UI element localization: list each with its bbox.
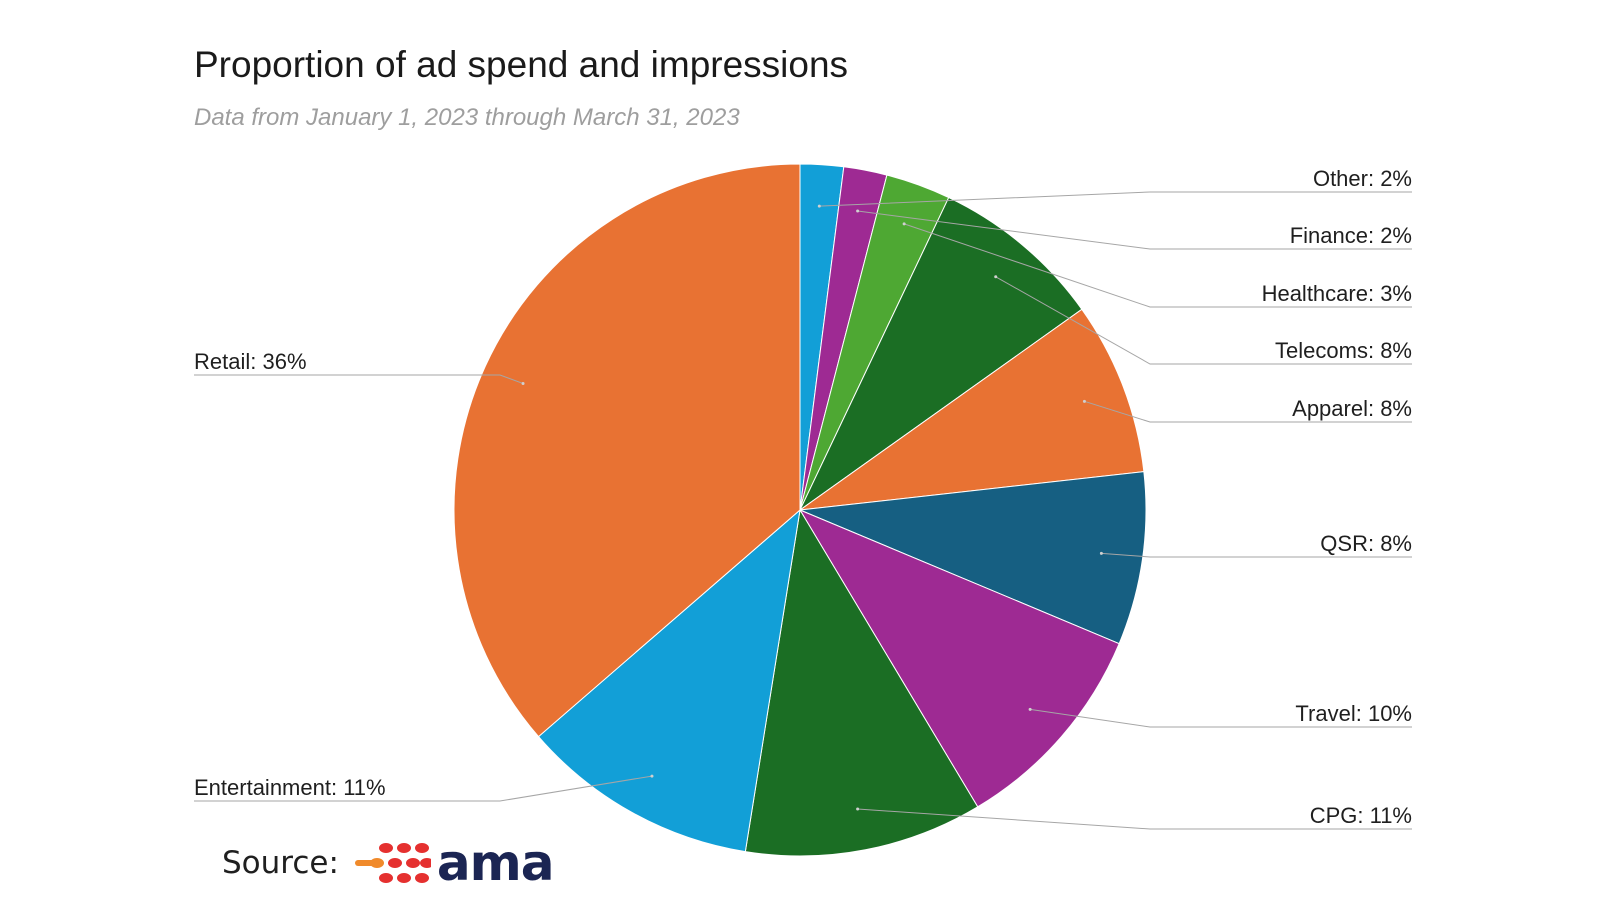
leader-dot-cpg xyxy=(856,807,860,811)
slice-label-travel: Travel: 10% xyxy=(1295,701,1412,726)
leader-line-telecoms xyxy=(995,276,1412,365)
ama-logo-wordmark: ama xyxy=(436,834,555,892)
ama-logo: ama xyxy=(353,834,555,892)
leader-dot-qsr xyxy=(1099,551,1103,555)
leader-dot-entertainment xyxy=(650,774,654,778)
leader-line-travel xyxy=(1030,708,1412,728)
logo-dot xyxy=(396,873,411,883)
pie-slice-cpg xyxy=(744,508,979,857)
leader-line-other xyxy=(819,191,1412,207)
slice-label-healthcare: Healthcare: 3% xyxy=(1262,281,1412,306)
ama-logo-mark-icon xyxy=(354,843,431,883)
logo-dot xyxy=(378,873,393,883)
pie-slice-travel xyxy=(798,508,1120,808)
slice-label-other: Other: 2% xyxy=(1313,166,1412,191)
leader-dot-apparel xyxy=(1082,399,1086,403)
source-label: Source: xyxy=(222,845,339,881)
leader-line-entertainment xyxy=(194,775,653,802)
logo-dot xyxy=(369,858,384,868)
leader-dot-other xyxy=(817,204,821,208)
leader-dot-finance xyxy=(856,209,860,213)
slice-label-finance: Finance: 2% xyxy=(1290,223,1412,248)
logo-dot xyxy=(419,858,431,868)
slice-label-entertainment: Entertainment: 11% xyxy=(194,775,386,800)
leader-dot-healthcare xyxy=(902,222,906,226)
chart-title: Proportion of ad spend and impressions xyxy=(194,44,849,85)
leader-line-healthcare xyxy=(903,223,1412,308)
pie-slice-entertainment xyxy=(537,508,801,853)
pie-slices xyxy=(453,163,1147,857)
leader-line-qsr xyxy=(1101,552,1412,558)
leader-dot-retail xyxy=(521,382,525,386)
logo-dot xyxy=(405,858,420,868)
pie-slice-telecoms xyxy=(798,196,1083,512)
logo-tail xyxy=(354,860,375,866)
slice-label-apparel: Apparel: 8% xyxy=(1292,396,1412,421)
pie-slice-apparel xyxy=(798,308,1145,511)
slice-label-retail: Retail: 36% xyxy=(194,349,307,374)
slice-label-cpg: CPG: 11% xyxy=(1310,803,1412,828)
slice-labels: Other: 2% Finance: 2% Healthcare: 3% Teleco… xyxy=(194,166,1412,828)
source-credit: Source: ama xyxy=(222,834,555,892)
chart-subtitle: Data from January 1, 2023 through March … xyxy=(194,104,740,131)
pie-slice-qsr xyxy=(798,471,1147,645)
logo-dot xyxy=(387,858,402,868)
leader-line-apparel xyxy=(1084,400,1412,423)
slice-label-telecoms: Telecoms: 8% xyxy=(1275,338,1412,363)
leader-line-retail xyxy=(194,374,524,384)
slice-label-qsr: QSR: 8% xyxy=(1320,531,1412,556)
logo-dot xyxy=(414,843,429,853)
leader-line-cpg xyxy=(857,808,1412,830)
pie-slice-retail xyxy=(453,163,801,738)
logo-dot xyxy=(414,873,429,883)
logo-dot xyxy=(396,843,411,853)
logo-dot xyxy=(378,843,393,853)
leader-dot-travel xyxy=(1028,707,1032,711)
leader-line-finance xyxy=(857,210,1412,250)
leader-dot-telecoms xyxy=(994,275,998,279)
leader-lines xyxy=(194,191,1412,830)
